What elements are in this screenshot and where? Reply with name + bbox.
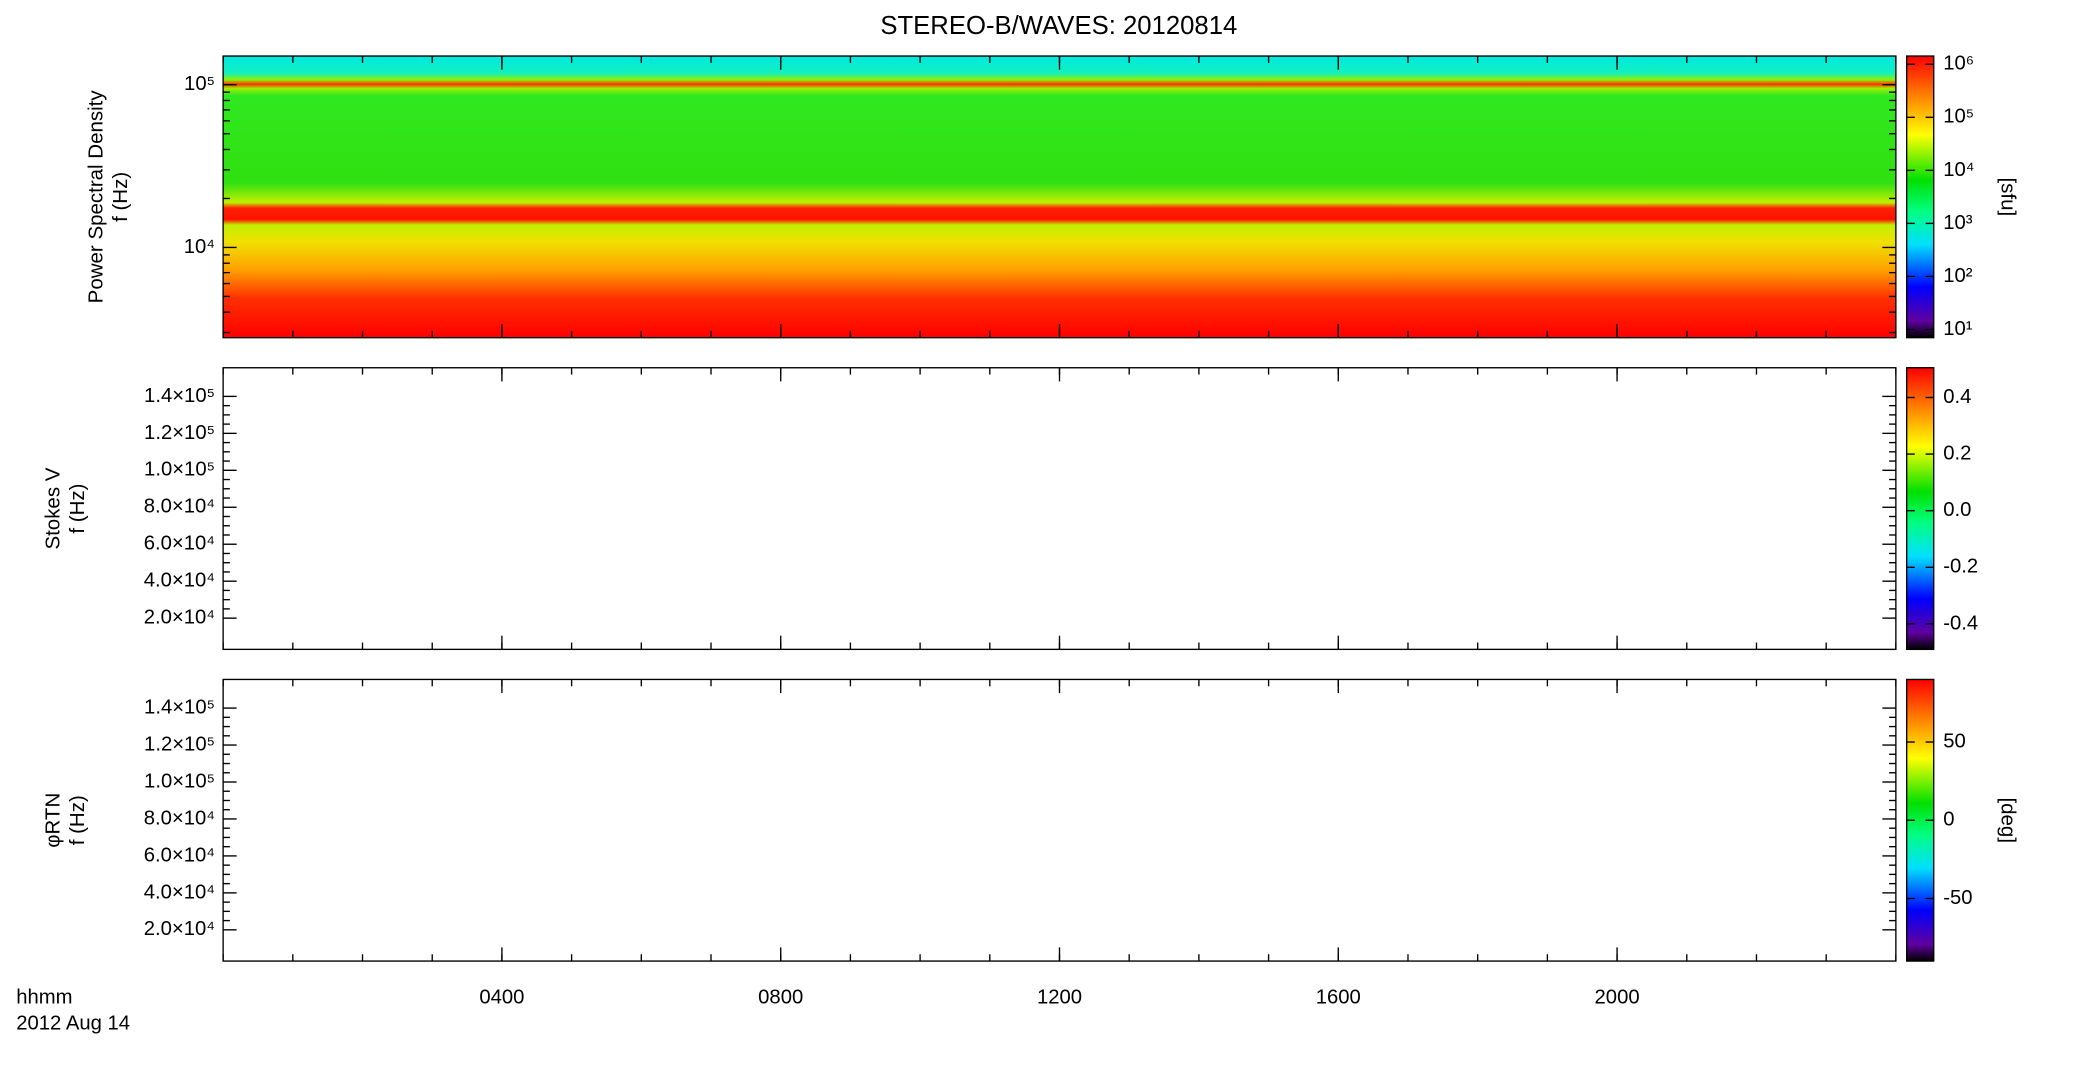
y-axis-label: f (Hz) xyxy=(110,172,132,222)
colorbar-tick-label: -0.4 xyxy=(1943,612,1978,634)
colorbar xyxy=(1906,367,1935,651)
plot-frame xyxy=(222,678,1897,962)
y-axis-label: Power Spectral Density xyxy=(86,90,108,304)
y-axis-label: f (Hz) xyxy=(67,484,89,534)
colorbar-tick-label: 10³ xyxy=(1943,212,1973,234)
y-tick-label: 4.0×10⁴ xyxy=(144,881,215,903)
y-tick-label: 6.0×10⁴ xyxy=(144,844,215,866)
colorbar-tick-label: 0.2 xyxy=(1943,442,1971,464)
y-tick-label: 10⁴ xyxy=(184,236,215,258)
colorbar-tick-label: 0 xyxy=(1943,809,1954,831)
colorbar-tick-label: -0.2 xyxy=(1943,556,1978,578)
spectrogram-image xyxy=(223,56,1896,338)
chart-title: STEREO-B/WAVES: 20120814 xyxy=(880,12,1237,40)
x-tick-label: 0800 xyxy=(758,986,803,1008)
y-tick-label: 1.0×10⁵ xyxy=(144,459,215,481)
colorbar-tick-label: 50 xyxy=(1943,730,1966,752)
colorbar-tick-label: 10⁴ xyxy=(1943,159,1974,181)
colorbar-tick-label: 10² xyxy=(1943,265,1973,287)
y-tick-label: 2.0×10⁴ xyxy=(144,606,215,628)
y-tick-label: 2.0×10⁴ xyxy=(144,918,215,940)
plot-frame xyxy=(222,367,1897,651)
y-tick-label: 1.0×10⁵ xyxy=(144,770,215,792)
y-tick-label: 1.4×10⁵ xyxy=(144,385,215,407)
y-axis-label: Stokes V xyxy=(43,467,65,549)
date-label: 2012 Aug 14 xyxy=(16,1012,130,1034)
y-tick-label: 10⁵ xyxy=(184,73,215,95)
colorbar-tick-label: 10⁵ xyxy=(1943,106,1974,128)
y-tick-label: 6.0×10⁴ xyxy=(144,533,215,555)
colorbar-tick-label: 0.4 xyxy=(1943,386,1971,408)
x-tick-label: 2000 xyxy=(1595,986,1640,1008)
x-tick-label: 0400 xyxy=(479,986,524,1008)
colorbar-tick-label: 10⁶ xyxy=(1943,53,1974,75)
colorbar-label: [deg] xyxy=(1996,797,2018,843)
colorbar-tick-label: -50 xyxy=(1943,887,1972,909)
x-axis-label: hhmm xyxy=(16,986,72,1008)
y-tick-label: 8.0×10⁴ xyxy=(144,496,215,518)
x-tick-label: 1600 xyxy=(1316,986,1361,1008)
y-axis-label: φRTN xyxy=(43,793,65,848)
y-tick-label: 8.0×10⁴ xyxy=(144,807,215,829)
colorbar-label: [sfu] xyxy=(1996,177,2018,216)
colorbar xyxy=(1906,55,1935,339)
x-tick-label: 1200 xyxy=(1037,986,1082,1008)
y-tick-label: 1.2×10⁵ xyxy=(144,733,215,755)
y-tick-label: 4.0×10⁴ xyxy=(144,570,215,592)
y-tick-label: 1.2×10⁵ xyxy=(144,422,215,444)
colorbar-tick-label: 0.0 xyxy=(1943,499,1971,521)
colorbar-tick-label: 10¹ xyxy=(1943,318,1973,340)
y-tick-label: 1.4×10⁵ xyxy=(144,696,215,718)
y-axis-label: f (Hz) xyxy=(67,795,89,845)
